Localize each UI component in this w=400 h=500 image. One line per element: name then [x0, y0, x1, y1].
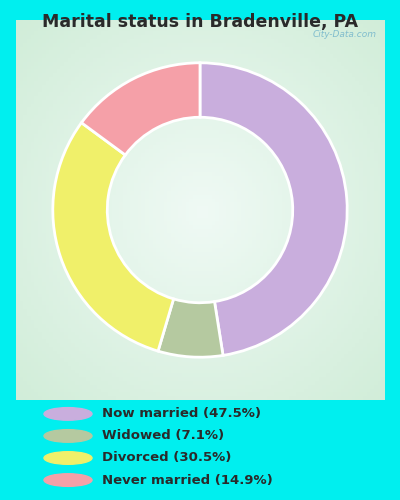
Wedge shape — [53, 122, 174, 351]
Wedge shape — [82, 63, 200, 155]
Text: Widowed (7.1%): Widowed (7.1%) — [102, 430, 224, 442]
Text: Never married (14.9%): Never married (14.9%) — [102, 474, 273, 486]
Circle shape — [44, 408, 92, 420]
Text: City-Data.com: City-Data.com — [313, 30, 377, 38]
Circle shape — [44, 474, 92, 486]
Circle shape — [44, 430, 92, 442]
Text: Marital status in Bradenville, PA: Marital status in Bradenville, PA — [42, 12, 358, 30]
Wedge shape — [158, 299, 223, 357]
Wedge shape — [200, 63, 347, 356]
Text: Now married (47.5%): Now married (47.5%) — [102, 408, 261, 420]
Text: Divorced (30.5%): Divorced (30.5%) — [102, 452, 231, 464]
Circle shape — [44, 452, 92, 464]
